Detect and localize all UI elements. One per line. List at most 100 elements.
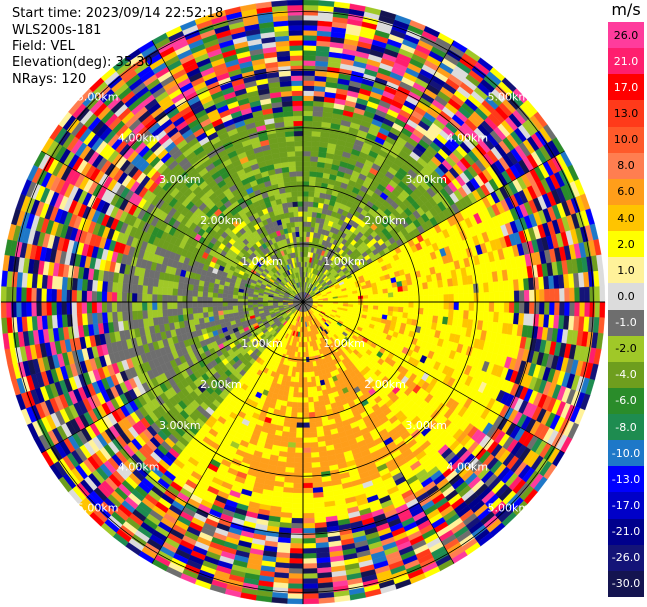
range-gate bbox=[368, 298, 374, 303]
range-gate bbox=[283, 477, 294, 484]
range-gate bbox=[306, 226, 312, 233]
range-gate bbox=[310, 151, 319, 157]
range-gate bbox=[309, 161, 318, 167]
range-gate bbox=[438, 301, 445, 310]
range-gate bbox=[309, 166, 318, 173]
range-gate bbox=[302, 442, 311, 449]
range-gate bbox=[302, 201, 309, 207]
range-gate bbox=[488, 301, 495, 313]
range-gate bbox=[382, 292, 389, 298]
range-gate bbox=[539, 289, 545, 303]
range-gate bbox=[302, 482, 313, 489]
range-gate bbox=[313, 406, 321, 413]
range-gate bbox=[422, 288, 429, 296]
range-gate bbox=[302, 130, 313, 137]
range-gate bbox=[309, 426, 317, 433]
range-gate bbox=[483, 282, 490, 293]
range-gate bbox=[524, 301, 530, 315]
range-gate bbox=[407, 307, 414, 314]
range-gate bbox=[294, 457, 304, 464]
range-gate bbox=[298, 387, 304, 393]
range-gate bbox=[289, 548, 304, 554]
range-gate bbox=[408, 296, 414, 303]
range-gate bbox=[554, 301, 560, 316]
range-gate bbox=[306, 366, 311, 373]
range-gate bbox=[518, 301, 525, 314]
range-gate bbox=[302, 236, 307, 242]
range-gate bbox=[315, 421, 323, 428]
range-gate bbox=[302, 578, 318, 585]
range-gate bbox=[383, 301, 389, 307]
range-gate bbox=[305, 346, 309, 353]
range-gate bbox=[302, 40, 317, 46]
range-gate bbox=[388, 297, 394, 303]
range-gate bbox=[302, 85, 315, 92]
range-gate bbox=[302, 135, 312, 142]
range-gate bbox=[313, 196, 320, 203]
range-gate bbox=[458, 301, 465, 311]
range-gate bbox=[488, 291, 495, 303]
range-gate bbox=[302, 30, 318, 36]
range-gate bbox=[298, 377, 304, 383]
range-gate bbox=[483, 311, 490, 322]
range-gate bbox=[302, 407, 309, 413]
range-gate bbox=[306, 221, 312, 228]
range-gate bbox=[569, 287, 575, 303]
range-gate bbox=[302, 80, 315, 87]
range-gate bbox=[312, 201, 319, 208]
range-gate bbox=[302, 226, 308, 232]
range-gate bbox=[312, 110, 324, 117]
range-gate bbox=[432, 308, 439, 317]
range-gate bbox=[311, 135, 321, 142]
range-gate bbox=[408, 301, 414, 308]
range-gate bbox=[302, 216, 308, 222]
range-gate bbox=[312, 391, 319, 398]
range-gate bbox=[302, 115, 313, 122]
range-gate bbox=[559, 288, 565, 303]
range-gate bbox=[407, 290, 414, 297]
range-gate bbox=[288, 431, 297, 438]
range-gate bbox=[594, 301, 601, 318]
range-gate bbox=[302, 191, 309, 197]
range-gate bbox=[312, 105, 324, 112]
range-gate bbox=[289, 558, 304, 564]
range-gate bbox=[311, 457, 320, 463]
range-gate bbox=[316, 426, 324, 433]
range-gate bbox=[316, 171, 324, 178]
range-gate bbox=[463, 293, 470, 303]
range-gate bbox=[289, 421, 297, 428]
range-gate bbox=[302, 427, 310, 434]
range-gate bbox=[308, 406, 315, 413]
range-gate bbox=[373, 297, 379, 303]
range-gate bbox=[302, 155, 311, 162]
range-gate bbox=[372, 290, 379, 295]
range-gate bbox=[302, 598, 319, 605]
range-gate bbox=[297, 407, 304, 413]
range-gate bbox=[310, 371, 315, 378]
range-gate bbox=[549, 288, 555, 303]
range-gate bbox=[307, 206, 314, 213]
range-gate bbox=[285, 406, 293, 413]
range-gate bbox=[428, 301, 435, 309]
range-gate bbox=[307, 391, 314, 398]
range-gate bbox=[307, 386, 313, 393]
range-gate bbox=[302, 221, 308, 227]
range-gate bbox=[307, 381, 313, 388]
range-gate bbox=[287, 583, 304, 590]
range-gate bbox=[493, 291, 500, 303]
velocity-gates bbox=[0, 0, 606, 605]
range-gate bbox=[302, 19, 318, 26]
range-gate bbox=[311, 130, 322, 137]
range-gate bbox=[377, 289, 384, 295]
range-gate bbox=[287, 593, 304, 600]
range-gate bbox=[392, 311, 399, 318]
range-gate bbox=[310, 146, 320, 152]
range-gate bbox=[302, 160, 311, 167]
range-gate bbox=[292, 502, 304, 509]
range-gate bbox=[488, 311, 495, 323]
range-gate bbox=[478, 301, 485, 312]
range-gate bbox=[388, 301, 394, 307]
range-gate bbox=[513, 301, 520, 314]
range-gate bbox=[293, 482, 304, 489]
range-gate bbox=[294, 371, 300, 378]
